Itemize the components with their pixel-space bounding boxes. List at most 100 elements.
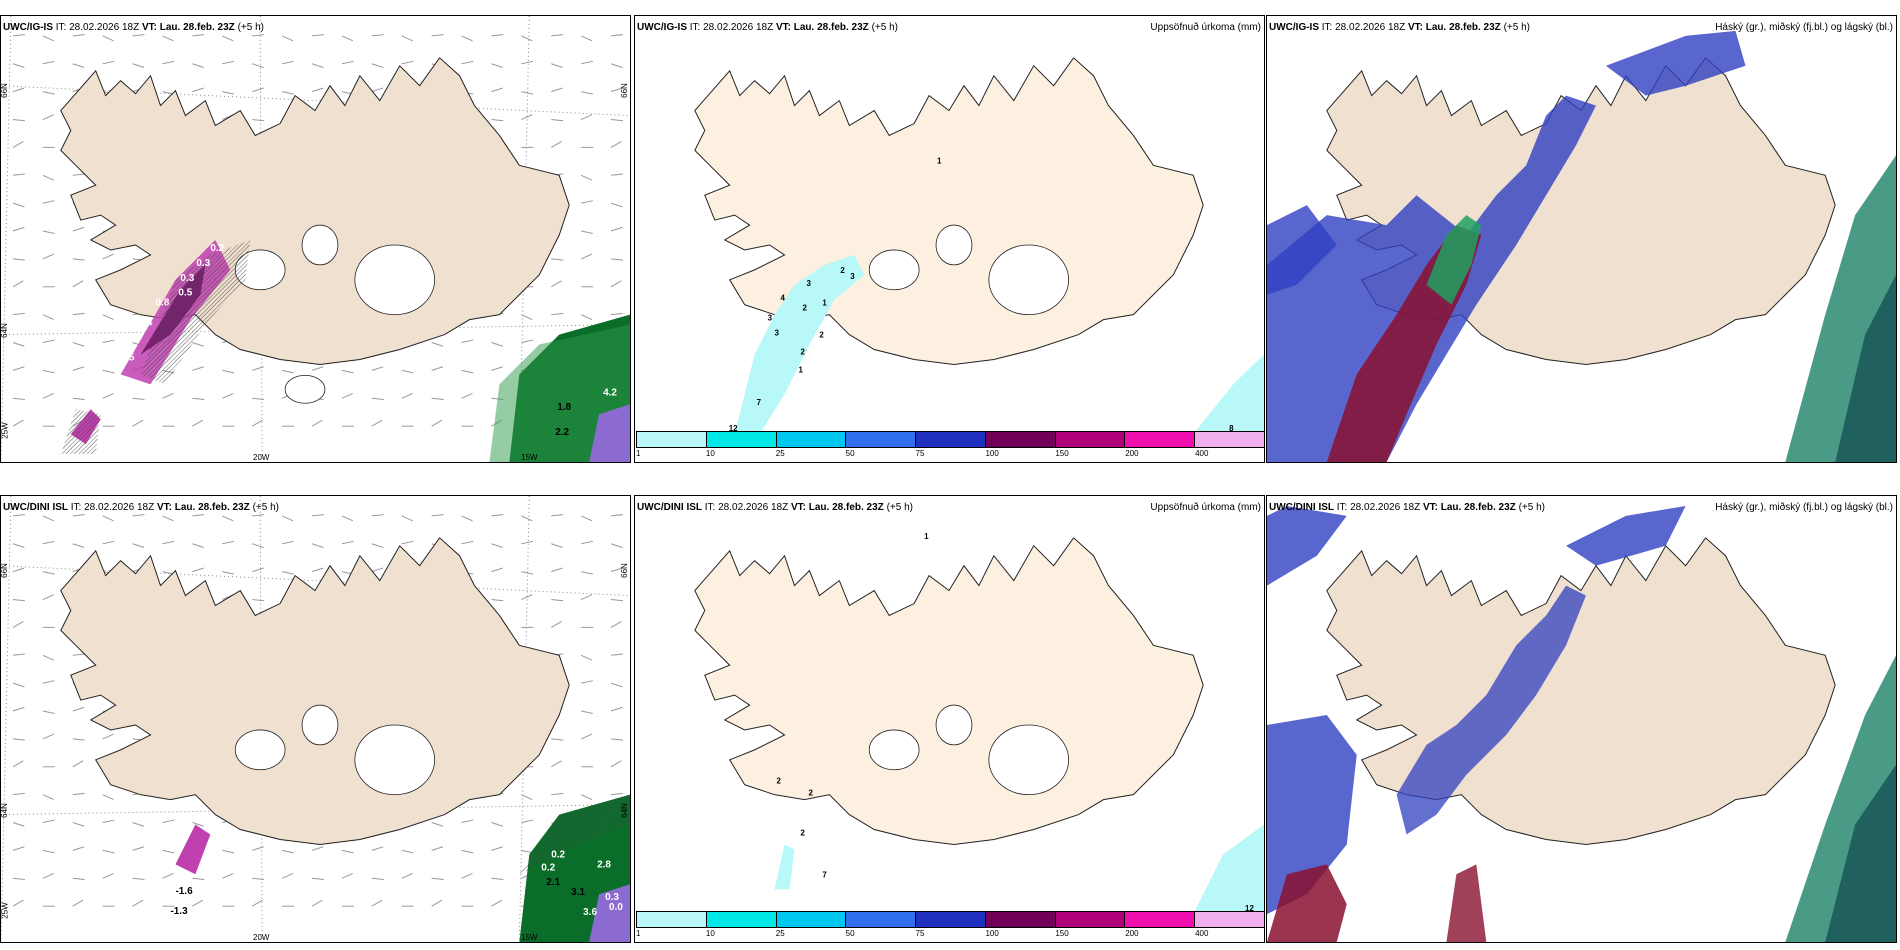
wind-barb bbox=[491, 119, 504, 122]
wind-barb bbox=[610, 141, 622, 148]
wind-barb bbox=[192, 397, 205, 401]
wind-barb bbox=[581, 680, 593, 684]
wind-barb bbox=[610, 760, 622, 768]
wind-barb bbox=[610, 63, 623, 68]
wind-barb bbox=[102, 392, 114, 399]
colorbar-label: 1 bbox=[636, 449, 641, 458]
wind-barb bbox=[132, 397, 145, 401]
precip-value: 8 bbox=[1229, 424, 1234, 433]
wind-barb bbox=[431, 366, 444, 371]
wind-barb bbox=[102, 60, 115, 65]
wind-barb bbox=[252, 397, 265, 401]
wind-barb bbox=[521, 571, 534, 575]
wind-barb bbox=[72, 877, 85, 881]
wind-barb bbox=[252, 543, 264, 548]
wind-barb bbox=[192, 63, 204, 68]
wind-barb bbox=[341, 872, 354, 879]
wind-barb bbox=[252, 567, 264, 573]
wind-barb bbox=[431, 846, 444, 851]
panel-header: UWC/IG-IS IT: 28.02.2026 18Z VT: Lau. 28… bbox=[1269, 22, 1530, 33]
lon-label: 20W bbox=[253, 453, 270, 462]
colorbar-label: 50 bbox=[845, 449, 855, 458]
colorbar-label: 75 bbox=[915, 929, 925, 938]
ice-value: 0.5 bbox=[178, 288, 192, 299]
wind-barb bbox=[491, 87, 503, 93]
lon-label: 25W bbox=[0, 902, 10, 919]
wind-barb bbox=[72, 226, 85, 232]
wind-barb bbox=[222, 540, 235, 545]
wind-barb bbox=[192, 899, 204, 907]
ice-value: 0.3 bbox=[180, 273, 194, 284]
wind-barb bbox=[431, 877, 444, 881]
wind-barb bbox=[611, 312, 624, 316]
wind-barb bbox=[341, 540, 354, 545]
wind-barb bbox=[611, 792, 624, 796]
colorbar-swatch bbox=[776, 912, 847, 927]
wind-barb bbox=[12, 173, 25, 176]
wind-barb bbox=[102, 253, 114, 260]
wind-barb bbox=[222, 60, 235, 65]
wind-barb bbox=[222, 571, 235, 575]
wind-barb bbox=[611, 258, 624, 261]
wind-barb bbox=[132, 846, 145, 851]
wind-barb bbox=[551, 599, 564, 602]
wind-barb bbox=[461, 515, 473, 522]
wind-barb bbox=[580, 654, 593, 661]
colorbar-label: 10 bbox=[705, 929, 715, 938]
wind-barb bbox=[371, 397, 384, 401]
wind-barb bbox=[610, 202, 623, 208]
colorbar-swatch bbox=[846, 432, 917, 447]
wind-barb bbox=[252, 34, 265, 37]
colorbar-swatch bbox=[1125, 432, 1196, 447]
wind-barb bbox=[371, 34, 384, 37]
wind-barb bbox=[12, 419, 24, 427]
wind-barb bbox=[132, 419, 144, 427]
precip-value: 1 bbox=[924, 532, 929, 541]
wind-barb bbox=[282, 91, 294, 95]
ice-value: 2.2 bbox=[555, 427, 569, 438]
wind-barb bbox=[42, 174, 54, 181]
panel-header: UWC/DINI ISL IT: 28.02.2026 18Z VT: Lau.… bbox=[3, 502, 279, 513]
ice-value: 3.1 bbox=[571, 887, 585, 898]
wind-barb bbox=[521, 339, 534, 344]
wind-barb bbox=[42, 733, 54, 740]
wind-barb bbox=[491, 899, 503, 907]
wind-barb bbox=[12, 877, 25, 881]
wind-barb bbox=[611, 653, 624, 656]
wind-map: -1.6 -1.3 0.2 0.2 2.1 2.8 3.1 3.6 0.3 0.… bbox=[1, 496, 630, 942]
wind-barb bbox=[610, 543, 623, 548]
wind-barb bbox=[341, 35, 354, 42]
wind-barb bbox=[42, 594, 54, 600]
wind-barb bbox=[341, 849, 354, 854]
panel-header: UWC/IG-IS IT: 28.02.2026 18Z VT: Lau. 28… bbox=[637, 22, 898, 33]
wind-barb bbox=[431, 397, 444, 401]
panel-title: Uppsöfnuð úrkoma (mm) bbox=[1150, 502, 1261, 513]
wind-barb bbox=[551, 792, 564, 796]
wind-barb bbox=[431, 822, 444, 827]
wind-barb bbox=[102, 515, 114, 522]
wind-barb bbox=[72, 514, 85, 517]
wind-barb bbox=[341, 369, 354, 374]
wind-barb bbox=[72, 342, 85, 347]
wind-barb bbox=[491, 514, 504, 517]
precip-map: 1 2 2 2 7 12 bbox=[694, 532, 1264, 915]
wind-barb bbox=[611, 738, 624, 741]
wind-barb bbox=[12, 366, 25, 371]
colorbar-label: 100 bbox=[985, 929, 999, 938]
wind-barb bbox=[72, 397, 85, 401]
wind-barb bbox=[491, 567, 503, 573]
colorbar-swatch bbox=[637, 912, 707, 927]
panel-header: UWC/DINI ISL IT: 28.02.2026 18Z VT: Lau.… bbox=[1269, 502, 1545, 513]
colorbar-label: 150 bbox=[1055, 929, 1069, 938]
wind-barb bbox=[222, 369, 235, 374]
wind-barb bbox=[371, 567, 384, 573]
wind-barb bbox=[521, 819, 534, 824]
wind-barb bbox=[551, 280, 562, 288]
wind-barb bbox=[371, 877, 384, 881]
wind-barb bbox=[551, 119, 564, 122]
wind-barb bbox=[72, 34, 85, 37]
wind-barb bbox=[580, 515, 593, 522]
wind-barb bbox=[611, 514, 624, 517]
wind-barb bbox=[192, 514, 205, 517]
ice-value: -1.6 bbox=[175, 886, 193, 897]
